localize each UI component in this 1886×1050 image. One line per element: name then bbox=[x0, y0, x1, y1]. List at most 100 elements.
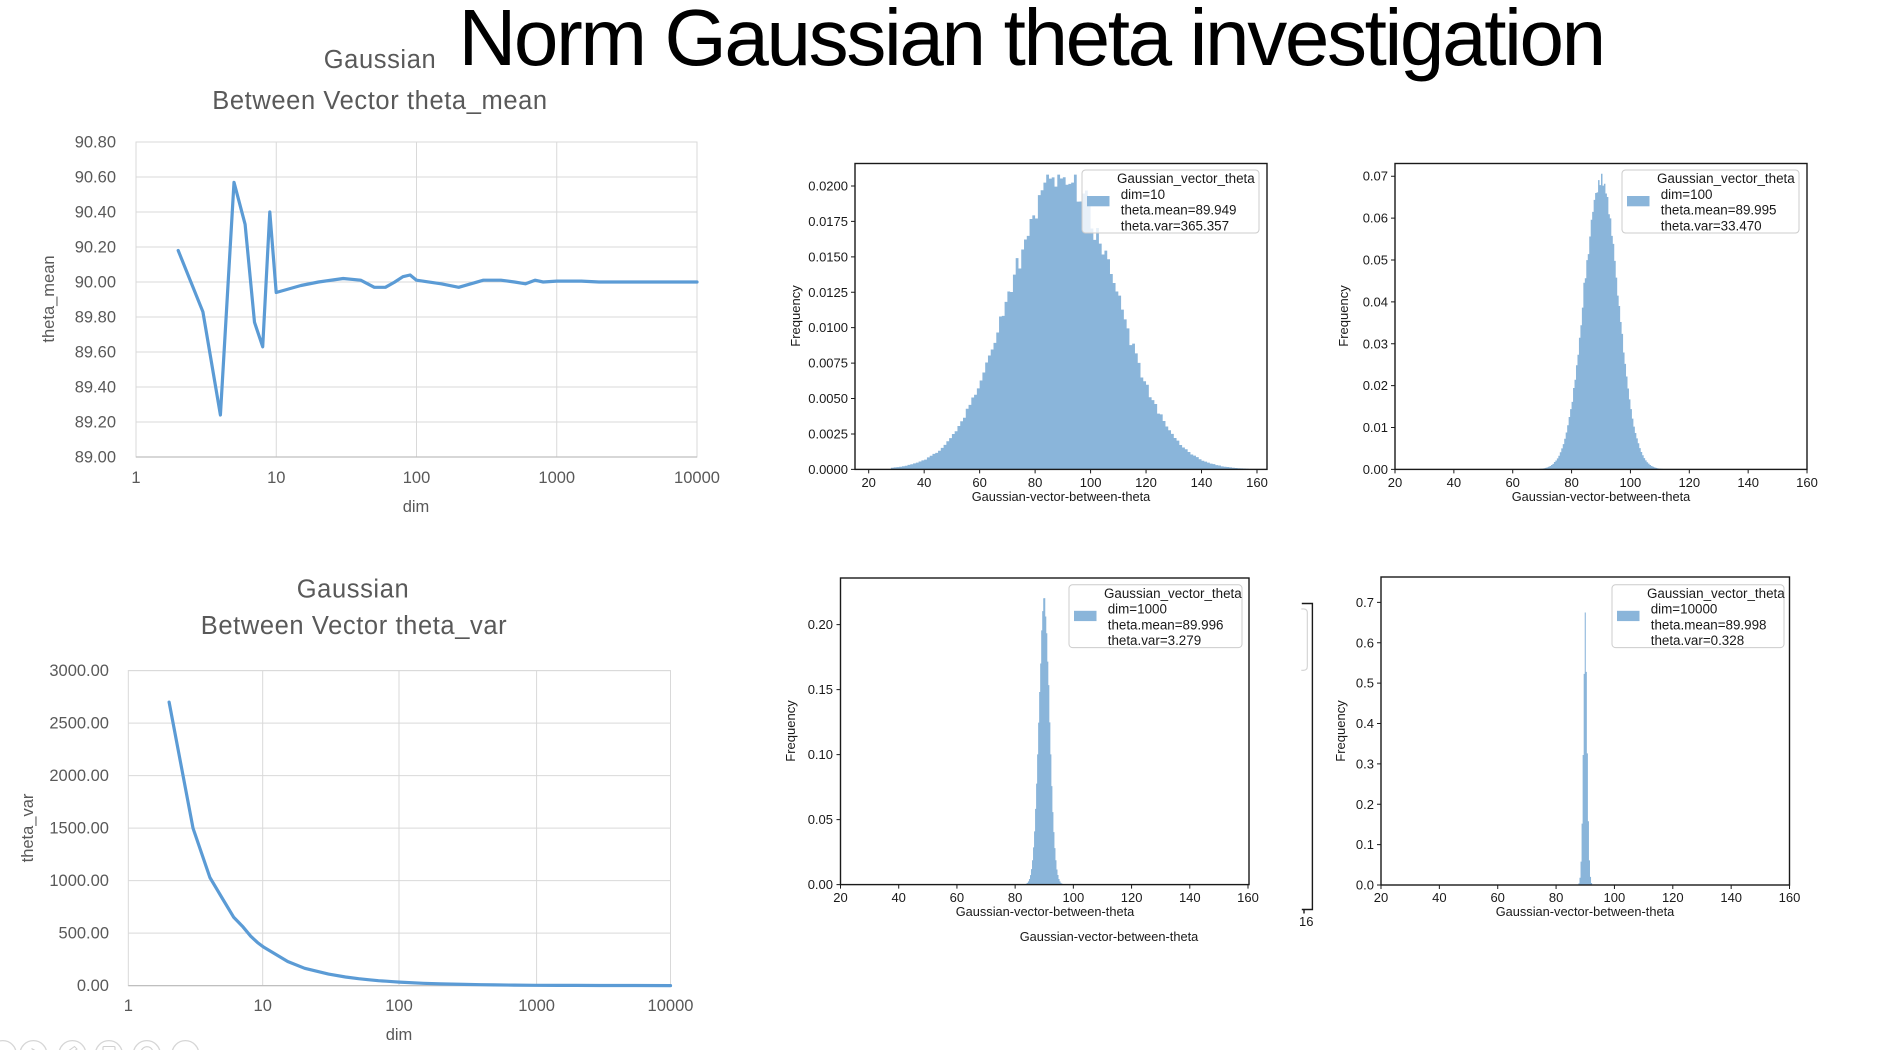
svg-text:0.01: 0.01 bbox=[1363, 420, 1388, 435]
svg-text:0.5: 0.5 bbox=[1356, 676, 1374, 691]
svg-text:3000.00: 3000.00 bbox=[49, 662, 109, 680]
svg-text:160: 160 bbox=[1246, 475, 1268, 490]
svg-text:dim=1000: dim=1000 bbox=[1104, 602, 1167, 617]
svg-text:40: 40 bbox=[891, 890, 905, 905]
svg-text:Between Vector theta_var: Between Vector theta_var bbox=[201, 612, 507, 640]
svg-text:89.40: 89.40 bbox=[75, 379, 116, 397]
svg-text:0.0175: 0.0175 bbox=[808, 214, 848, 229]
svg-text:40: 40 bbox=[1447, 475, 1461, 490]
svg-text:100: 100 bbox=[403, 469, 431, 487]
svg-text:Between Vector theta_mean: Between Vector theta_mean bbox=[212, 87, 547, 115]
svg-text:0.0100: 0.0100 bbox=[808, 320, 848, 335]
svg-text:0.04: 0.04 bbox=[1363, 294, 1388, 309]
svg-text:40: 40 bbox=[917, 475, 931, 490]
svg-text:1000: 1000 bbox=[518, 997, 555, 1015]
svg-text:Frequency: Frequency bbox=[788, 285, 803, 347]
svg-text:40: 40 bbox=[1432, 890, 1446, 905]
svg-text:Frequency: Frequency bbox=[1336, 285, 1351, 347]
svg-text:dim: dim bbox=[386, 1026, 413, 1044]
svg-text:120: 120 bbox=[1662, 890, 1684, 905]
svg-text:0.4: 0.4 bbox=[1356, 716, 1374, 731]
svg-text:0.0200: 0.0200 bbox=[808, 178, 848, 193]
svg-text:90.40: 90.40 bbox=[75, 204, 116, 222]
svg-text:120: 120 bbox=[1678, 475, 1700, 490]
svg-text:Gaussian-vector-between-theta: Gaussian-vector-between-theta bbox=[972, 489, 1151, 504]
svg-text:1: 1 bbox=[124, 997, 133, 1015]
svg-text:dim=10000: dim=10000 bbox=[1647, 602, 1717, 617]
svg-text:0.10: 0.10 bbox=[808, 747, 833, 762]
svg-text:Frequency: Frequency bbox=[1333, 700, 1348, 762]
svg-text:Gaussian_vector_theta: Gaussian_vector_theta bbox=[1657, 171, 1795, 186]
svg-text:0.0: 0.0 bbox=[1356, 878, 1374, 893]
svg-text:89.20: 89.20 bbox=[75, 414, 116, 432]
svg-text:0.07: 0.07 bbox=[1363, 169, 1388, 184]
svg-text:2500.00: 2500.00 bbox=[49, 715, 109, 733]
svg-text:500.00: 500.00 bbox=[59, 925, 109, 943]
svg-text:89.80: 89.80 bbox=[75, 309, 116, 327]
svg-text:0.00: 0.00 bbox=[77, 977, 109, 995]
svg-text:90.00: 90.00 bbox=[75, 274, 116, 292]
svg-text:0.06: 0.06 bbox=[1363, 211, 1388, 226]
svg-text:0.00: 0.00 bbox=[808, 877, 833, 892]
svg-text:89.60: 89.60 bbox=[75, 344, 116, 362]
svg-text:80: 80 bbox=[1564, 475, 1578, 490]
svg-text:60: 60 bbox=[1490, 890, 1504, 905]
svg-text:1000: 1000 bbox=[538, 469, 575, 487]
svg-text:theta.mean=89.998: theta.mean=89.998 bbox=[1647, 617, 1767, 632]
svg-text:100: 100 bbox=[385, 997, 413, 1015]
svg-text:Frequency: Frequency bbox=[783, 700, 798, 762]
svg-text:Gaussian_vector_theta: Gaussian_vector_theta bbox=[1104, 586, 1242, 601]
svg-text:0.00: 0.00 bbox=[1363, 462, 1388, 477]
svg-text:80: 80 bbox=[1549, 890, 1563, 905]
svg-text:20: 20 bbox=[833, 890, 847, 905]
svg-text:0.1: 0.1 bbox=[1356, 837, 1374, 852]
svg-text:dim=10: dim=10 bbox=[1117, 187, 1165, 202]
svg-text:Gaussian_vector_theta: Gaussian_vector_theta bbox=[1647, 586, 1785, 601]
svg-text:Gaussian-vector-between-theta: Gaussian-vector-between-theta bbox=[1496, 904, 1675, 919]
svg-text:0.15: 0.15 bbox=[808, 682, 833, 697]
svg-text:10000: 10000 bbox=[648, 997, 694, 1015]
svg-text:0.7: 0.7 bbox=[1356, 595, 1374, 610]
svg-text:theta_var: theta_var bbox=[19, 793, 37, 862]
svg-text:160: 160 bbox=[1796, 475, 1818, 490]
svg-text:120: 120 bbox=[1121, 890, 1143, 905]
svg-text:0.05: 0.05 bbox=[1363, 253, 1388, 268]
svg-text:100: 100 bbox=[1604, 890, 1626, 905]
svg-text:0.6: 0.6 bbox=[1356, 635, 1374, 650]
svg-text:160: 160 bbox=[1779, 890, 1801, 905]
svg-text:100: 100 bbox=[1080, 475, 1102, 490]
svg-text:89.00: 89.00 bbox=[75, 449, 116, 467]
svg-text:0.20: 0.20 bbox=[808, 617, 833, 632]
svg-text:90.60: 90.60 bbox=[75, 169, 116, 187]
svg-text:theta.mean=89.996: theta.mean=89.996 bbox=[1104, 617, 1224, 632]
svg-text:1000.00: 1000.00 bbox=[49, 872, 109, 890]
svg-text:80: 80 bbox=[1008, 890, 1022, 905]
svg-text:160: 160 bbox=[1237, 890, 1259, 905]
svg-text:2000.00: 2000.00 bbox=[49, 767, 109, 785]
svg-text:Gaussian-vector-between-theta: Gaussian-vector-between-theta bbox=[956, 904, 1135, 919]
svg-text:0.0000: 0.0000 bbox=[808, 462, 848, 477]
svg-text:0.02: 0.02 bbox=[1363, 378, 1388, 393]
svg-text:Gaussian_vector_theta: Gaussian_vector_theta bbox=[1117, 171, 1255, 186]
svg-text:10000: 10000 bbox=[674, 469, 720, 487]
svg-text:0.2: 0.2 bbox=[1356, 797, 1374, 812]
svg-text:20: 20 bbox=[1374, 890, 1388, 905]
svg-text:1500.00: 1500.00 bbox=[49, 820, 109, 838]
svg-text:dim: dim bbox=[403, 498, 430, 516]
svg-text:Norm Gaussian theta investigat: Norm Gaussian theta investigation bbox=[459, 0, 1604, 82]
svg-text:0.0150: 0.0150 bbox=[808, 249, 848, 264]
svg-text:theta.var=33.470: theta.var=33.470 bbox=[1657, 218, 1762, 233]
svg-text:140: 140 bbox=[1720, 890, 1742, 905]
svg-text:120: 120 bbox=[1135, 475, 1157, 490]
svg-text:0.0075: 0.0075 bbox=[808, 356, 848, 371]
svg-text:0.0050: 0.0050 bbox=[808, 391, 848, 406]
svg-text:60: 60 bbox=[1505, 475, 1519, 490]
svg-text:140: 140 bbox=[1737, 475, 1759, 490]
svg-text:90.20: 90.20 bbox=[75, 239, 116, 257]
svg-text:90.80: 90.80 bbox=[75, 134, 116, 152]
svg-text:0.0125: 0.0125 bbox=[808, 285, 848, 300]
svg-text:0.05: 0.05 bbox=[808, 812, 833, 827]
svg-text:20: 20 bbox=[861, 475, 875, 490]
svg-text:60: 60 bbox=[950, 890, 964, 905]
svg-text:Gaussian: Gaussian bbox=[297, 576, 410, 604]
